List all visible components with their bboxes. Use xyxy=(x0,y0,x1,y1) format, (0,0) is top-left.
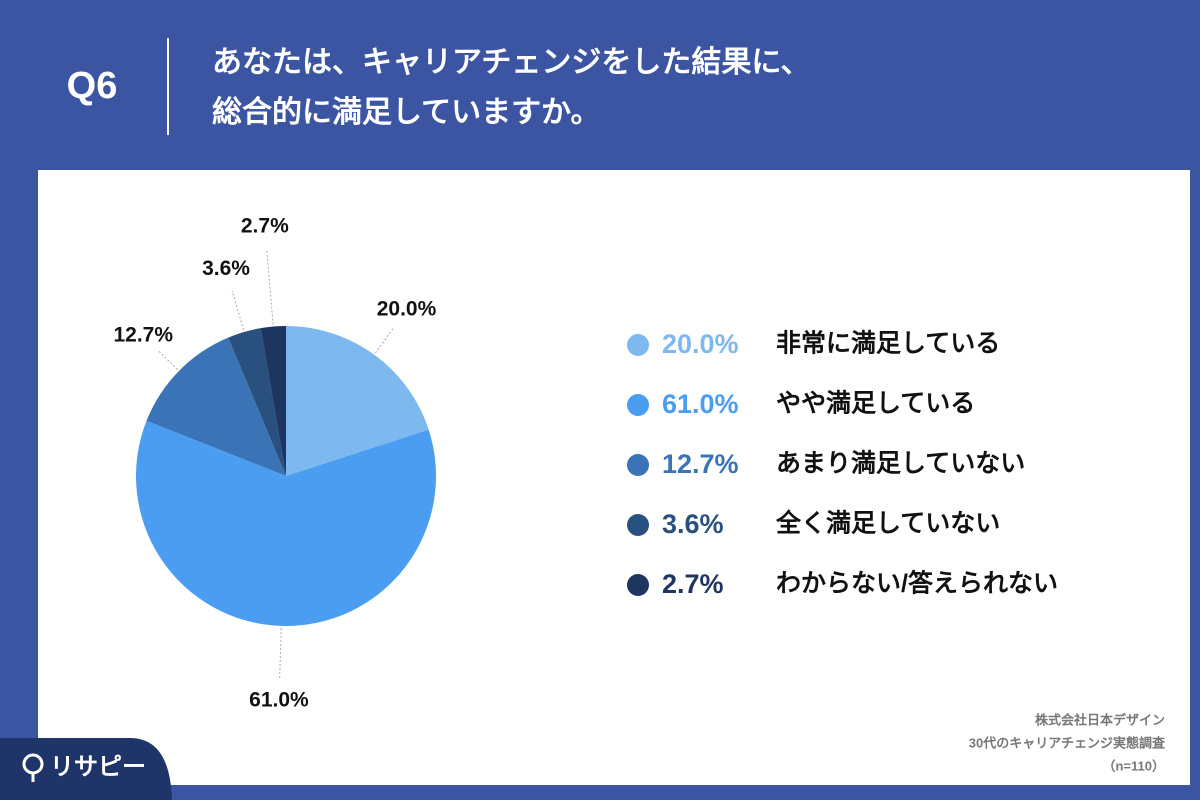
pie-slice xyxy=(286,326,429,476)
data-label: 20.0% xyxy=(377,298,437,321)
data-label: 12.7% xyxy=(113,323,173,346)
leader-line xyxy=(266,248,274,325)
pie-slice xyxy=(228,328,286,476)
legend-marker xyxy=(627,574,649,596)
pie-slice xyxy=(260,326,286,476)
legend-marker xyxy=(627,454,649,476)
leader-line xyxy=(158,350,178,370)
source: 30代のキャリアチェンジ実態調査 xyxy=(969,735,1166,750)
data-label: 2.7% xyxy=(241,214,289,237)
legend-label: 全く満足していない xyxy=(775,509,1000,538)
leader-line xyxy=(279,627,282,679)
legend-value: 2.7% xyxy=(662,569,724,599)
legend-value: 61.0% xyxy=(662,389,739,419)
legend-label: わからない/答えられない xyxy=(776,569,1058,598)
legend-marker xyxy=(627,334,649,356)
pie-slice xyxy=(136,420,436,626)
question-number: Q6 xyxy=(67,65,118,107)
leader-line xyxy=(374,327,394,354)
source: （n=110） xyxy=(1102,758,1165,773)
legend-label: 非常に満足している xyxy=(776,330,1000,358)
leader-line xyxy=(231,290,245,331)
source: 株式会社日本デザイン xyxy=(1035,712,1165,727)
legend-value: 12.7% xyxy=(662,449,739,479)
legend-label: やや満足している xyxy=(776,390,975,418)
brand: リサピー xyxy=(50,753,146,780)
data-label: 3.6% xyxy=(202,257,250,280)
legend-marker xyxy=(627,514,649,536)
chart-title: 総合的に満足していますか。 xyxy=(212,95,601,129)
chart-title: あなたは、キャリアチェンジをした結果に、 xyxy=(212,45,811,79)
data-label: 61.0% xyxy=(249,688,309,711)
legend-marker xyxy=(627,394,649,416)
legend-value: 3.6% xyxy=(662,509,724,539)
brand-tab xyxy=(0,738,172,800)
legend-label: あまり満足していない xyxy=(776,450,1025,478)
legend-value: 20.0% xyxy=(662,329,739,359)
pie-slice xyxy=(146,337,286,476)
